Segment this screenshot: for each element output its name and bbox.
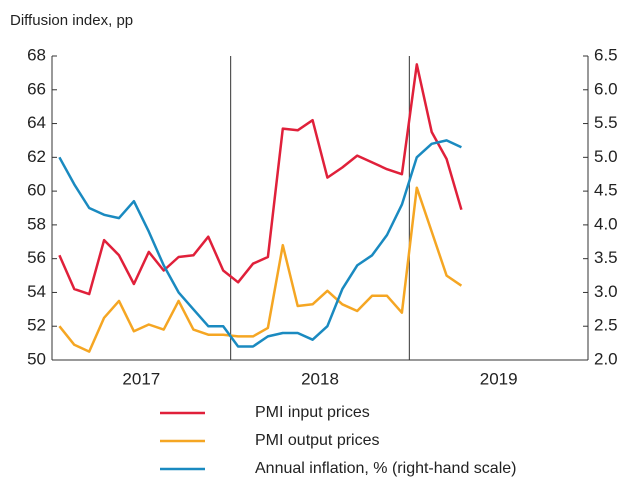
y-tick-label: 54 <box>27 282 46 301</box>
y2-tick-label: 6.0 <box>594 79 618 98</box>
y-tick-label: 62 <box>27 147 46 166</box>
y2-tick-label: 3.0 <box>594 282 618 301</box>
y-tick-label: 56 <box>27 248 46 267</box>
x-tick-label: 2018 <box>301 369 339 388</box>
y2-tick-label: 2.5 <box>594 316 618 335</box>
y2-tick-label: 6.5 <box>594 45 618 64</box>
y-tick-label: 64 <box>27 113 46 132</box>
y2-tick-label: 4.5 <box>594 181 618 200</box>
axis-title: Diffusion index, pp <box>10 12 133 29</box>
y-tick-label: 50 <box>27 349 46 368</box>
y-tick-label: 58 <box>27 214 46 233</box>
legend-label: PMI input prices <box>255 404 370 421</box>
series-line <box>58 139 462 348</box>
y-tick-label: 52 <box>27 316 46 335</box>
y-tick-label: 68 <box>27 45 46 64</box>
x-tick-label: 2017 <box>122 369 160 388</box>
legend-label: Annual inflation, % (right-hand scale) <box>255 460 516 477</box>
y-tick-label: 66 <box>27 79 46 98</box>
y2-tick-label: 5.5 <box>594 113 618 132</box>
y2-tick-label: 5.0 <box>594 147 618 166</box>
x-tick-label: 2019 <box>480 369 518 388</box>
y2-tick-label: 4.0 <box>594 214 618 233</box>
y2-tick-label: 2.0 <box>594 349 618 368</box>
series-line <box>58 186 463 353</box>
series-line <box>58 63 463 296</box>
y-tick-label: 60 <box>27 181 46 200</box>
legend-label: PMI output prices <box>255 432 380 449</box>
y2-tick-label: 3.5 <box>594 248 618 267</box>
